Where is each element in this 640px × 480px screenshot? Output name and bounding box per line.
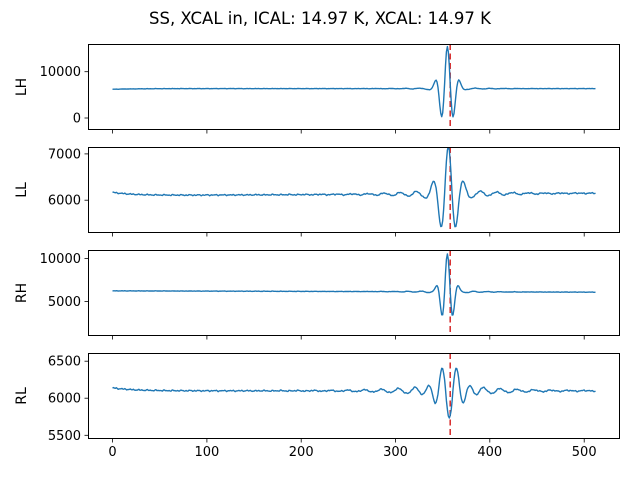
y-tick-label: 10000 [40,65,81,80]
subplot-rl: RL 5500 6000 6500 0 100 200 300 400 500 [0,353,640,460]
y-tick-label: 7000 [48,147,81,162]
y-tick-label: 6500 [48,355,81,370]
signal-trace-lh [112,45,596,118]
x-tick-label: 0 [108,445,116,460]
subplot-ll: LL 6000 7000 [0,147,640,237]
axes-frame [88,44,620,130]
y-tick-label: 10000 [40,252,81,267]
y-axis-label-ll: LL [14,182,30,198]
figure-title: SS, XCAL in, ICAL: 14.97 K, XCAL: 14.97 … [149,9,491,28]
x-tick-label: 200 [289,445,314,460]
signal-trace-rl [112,367,596,419]
y-axis-label-rh: RH [14,282,30,304]
x-tick-label: 500 [572,445,597,460]
y-tick-label: 0 [73,112,81,127]
axes-frame [88,147,620,233]
axes-frame [88,250,620,336]
plot-area-rh: 5000 10000 [40,250,620,340]
plot-area-rl: 5500 6000 6500 0 100 200 300 400 500 [48,353,620,460]
y-tick-label: 6000 [48,194,81,209]
axes-frame [88,353,620,439]
y-axis-label-lh: LH [14,77,30,97]
y-axis-label-rl: RL [14,387,30,405]
x-tick-label: 300 [383,445,408,460]
signal-trace-rh [112,253,596,316]
subplot-lh: LH 0 10000 [0,44,640,134]
plot-area-ll: 6000 7000 [48,147,620,237]
signal-trace-ll [112,147,596,228]
x-tick-label: 400 [477,445,502,460]
x-tick-label: 100 [194,445,219,460]
y-tick-label: 6000 [48,392,81,407]
y-tick-label: 5500 [48,429,81,444]
y-tick-label: 5000 [48,295,81,310]
plot-area-lh: 0 10000 [40,44,620,134]
subplot-rh: RH 5000 10000 [0,250,640,340]
